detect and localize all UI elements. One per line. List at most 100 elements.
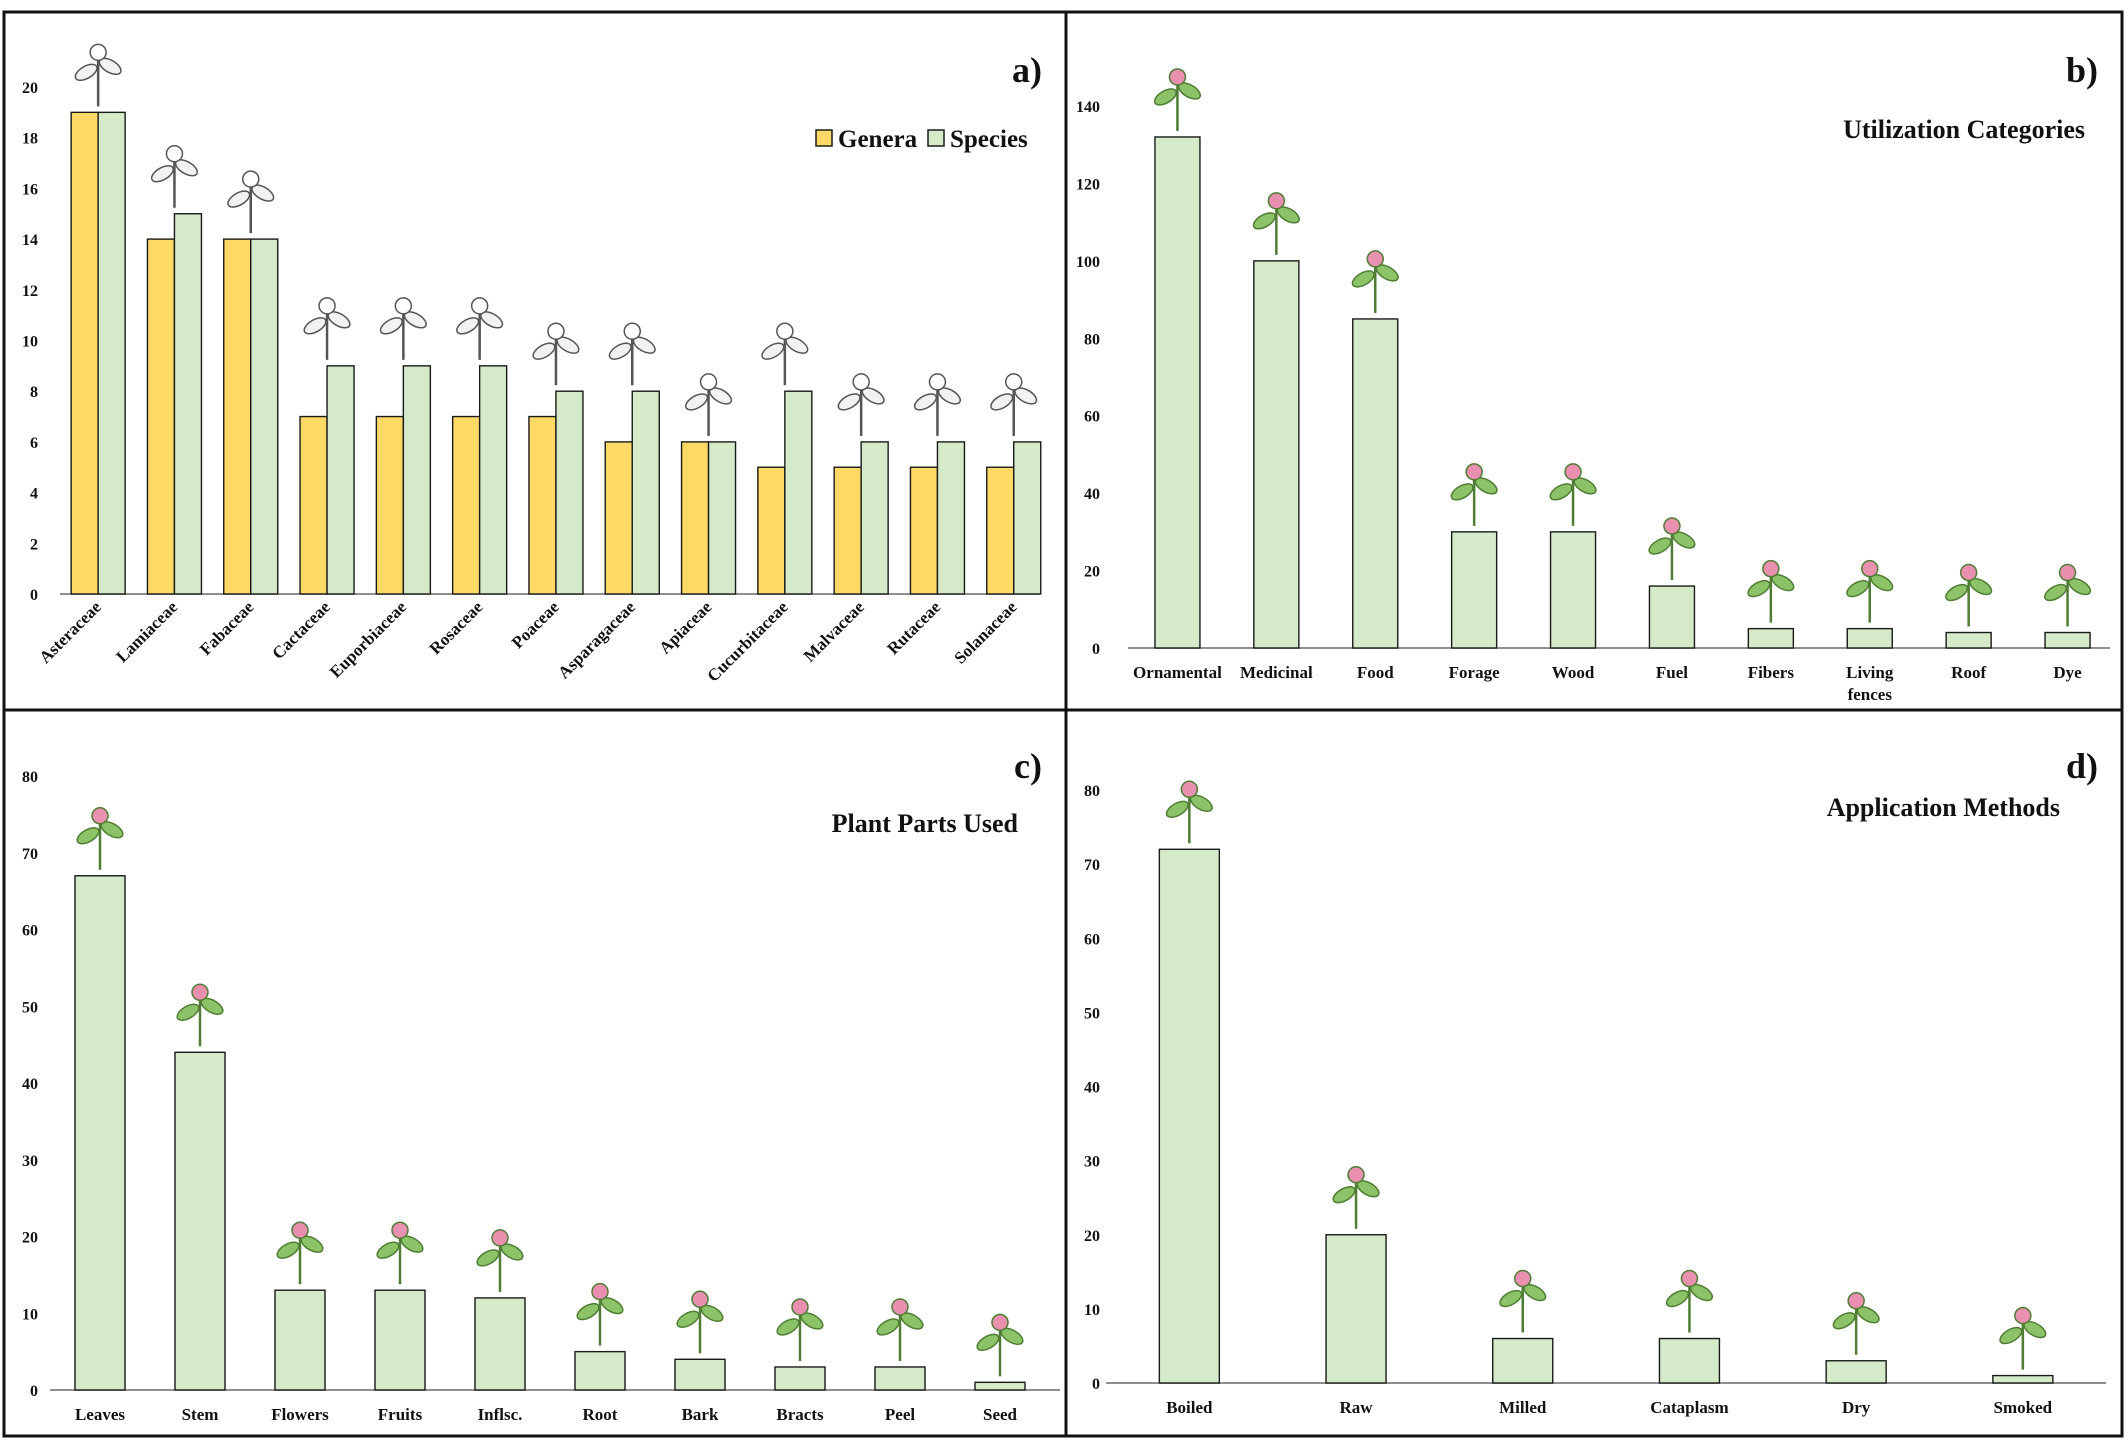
plant-image-living-fences	[1846, 559, 1894, 623]
bar-species-euporbiaceae	[402, 365, 432, 595]
plant-image-fuel	[1648, 517, 1696, 581]
bar-species-fabaceae	[250, 238, 279, 595]
plant-image-seed	[976, 1313, 1024, 1377]
panel-b-ytick-120: 120	[1076, 176, 1100, 193]
panel-b-ytick-60: 60	[1084, 409, 1100, 426]
panel-a-ytick-20: 20	[22, 80, 38, 97]
bar-seed	[974, 1381, 1026, 1391]
bar-species-rutaceae	[936, 441, 966, 595]
bar-species-cactaceae	[326, 365, 355, 595]
plant-image-cucurbitaceae	[761, 322, 809, 386]
panel-c-ytick-20: 20	[22, 1230, 38, 1247]
x-label-forage: Forage	[1449, 663, 1500, 682]
panel-b-ytick-80: 80	[1084, 331, 1100, 348]
panel-b-ytick-100: 100	[1076, 254, 1100, 271]
panel-d-photos	[1165, 780, 2047, 1370]
x-label-raw: Raw	[1340, 1398, 1374, 1417]
bar-fuel	[1648, 585, 1696, 649]
bar-genera-solanaceae	[986, 466, 1015, 595]
plant-image-lamiaceae	[150, 145, 199, 208]
plant-image-fabaceae	[227, 170, 275, 234]
x-label-flowers: Flowers	[271, 1405, 329, 1424]
bar-fibers	[1747, 627, 1795, 649]
panel-a-ytick-0: 0	[30, 587, 38, 604]
panel-d-title: Application Methods	[1827, 793, 2060, 822]
plant-image-rutaceae	[913, 373, 962, 436]
bar-genera-asparagaceae	[604, 441, 633, 595]
bar-forage	[1450, 531, 1498, 649]
bar-cataplasm	[1658, 1337, 1721, 1384]
bar-species-asteraceae	[97, 111, 126, 595]
panel-c-ytick-70: 70	[22, 846, 38, 863]
plant-image-rosaceae	[456, 297, 504, 360]
bar-genera-asteraceae	[70, 111, 99, 595]
bar-genera-cucurbitaceae	[757, 466, 786, 595]
panel-a-illustrations	[74, 43, 1038, 436]
plant-image-inflsc-	[476, 1229, 524, 1292]
panel-c-label: c)	[1014, 746, 1042, 786]
bar-species-malvaceae	[860, 441, 889, 595]
x-label-stem: Stem	[182, 1405, 219, 1424]
bar-genera-rutaceae	[909, 466, 939, 595]
x-label-bark: Bark	[682, 1405, 719, 1424]
bar-bracts	[774, 1366, 826, 1391]
panel-a-ytick-4: 4	[30, 486, 38, 503]
bar-food	[1352, 318, 1399, 649]
bar-boiled	[1158, 848, 1221, 1384]
bar-bark	[674, 1358, 726, 1391]
panel-b-label: b)	[2066, 50, 2098, 90]
x-label-food: Food	[1357, 663, 1394, 682]
x-label-fruits: Fruits	[378, 1405, 423, 1424]
plant-image-solanaceae	[990, 373, 1038, 436]
x-label-medicinal: Medicinal	[1240, 663, 1313, 682]
plant-image-root	[576, 1282, 624, 1346]
panel-a-ytick-14: 14	[22, 232, 38, 249]
bar-flowers	[274, 1289, 326, 1391]
plant-image-flowers	[276, 1221, 324, 1285]
bar-living-fences	[1846, 627, 1893, 649]
panel-c-ytick-80: 80	[22, 769, 38, 786]
legend-genera-swatch	[815, 129, 833, 147]
panel-b-ytick-140: 140	[1076, 99, 1100, 116]
bar-genera-malvaceae	[833, 466, 862, 595]
panel-a-legend: Genera Species	[815, 126, 1028, 153]
bar-species-lamiaceae	[173, 213, 203, 595]
plant-image-peel	[876, 1298, 924, 1361]
bar-genera-fabaceae	[223, 238, 252, 595]
legend-genera-label: Genera	[838, 126, 918, 153]
panel-b-ytick-0: 0	[1092, 641, 1100, 658]
x-label-seed: Seed	[983, 1405, 1018, 1424]
plant-image-milled	[1499, 1269, 1547, 1333]
bar-genera-euporbiaceae	[375, 415, 405, 595]
plant-image-bark	[676, 1290, 724, 1354]
panel-c-x-labels: Leaves Stem Flowers Fruits Inflsc. Root Bark Br…	[75, 1405, 1018, 1424]
x-label-peel: Peel	[885, 1405, 915, 1424]
bar-dye	[2044, 631, 2091, 649]
panel-d-ytick-10: 10	[1084, 1302, 1100, 1319]
x-label-leaves: Leaves	[75, 1405, 125, 1424]
plant-image-stem	[176, 983, 224, 1047]
plant-image-bracts	[776, 1298, 824, 1361]
bar-wood	[1549, 531, 1597, 649]
x-label-smoked: Smoked	[1994, 1398, 2053, 1417]
panel-d-ytick-80: 80	[1084, 783, 1100, 800]
bar-species-solanaceae	[1013, 441, 1042, 595]
plant-image-food	[1351, 250, 1399, 313]
panel-d-ytick-30: 30	[1084, 1154, 1100, 1171]
x-label-fuel: Fuel	[1656, 663, 1688, 682]
bar-genera-poaceae	[528, 415, 557, 595]
panel-a-ytick-2: 2	[30, 536, 38, 553]
bar-species-asparagaceae	[631, 390, 660, 595]
bar-species-apiaceae	[707, 441, 737, 595]
bar-genera-lamiaceae	[146, 238, 176, 595]
bar-species-rosaceae	[478, 365, 508, 595]
bar-roof	[1945, 631, 1992, 649]
bar-inflsc-	[474, 1297, 526, 1391]
plant-image-euporbiaceae	[379, 297, 427, 360]
plant-image-fruits	[376, 1221, 424, 1285]
panel-c-ytick-40: 40	[22, 1076, 38, 1093]
panel-d-label: d)	[2066, 746, 2098, 786]
x-label-boiled: Boiled	[1166, 1398, 1213, 1417]
bar-stem	[174, 1051, 226, 1391]
